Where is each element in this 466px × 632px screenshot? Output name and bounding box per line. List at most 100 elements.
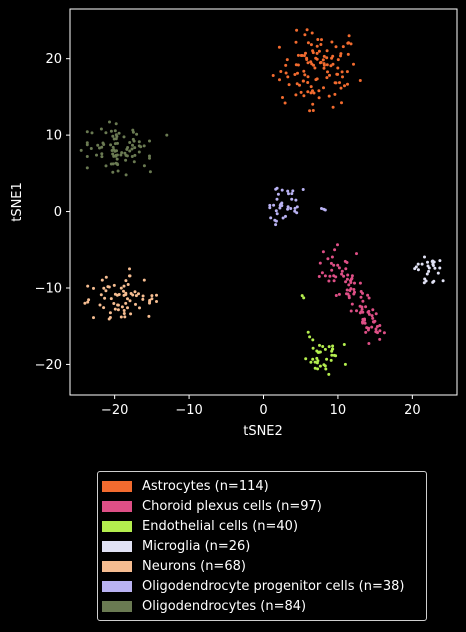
data-point (359, 310, 363, 314)
data-point (147, 314, 151, 318)
data-point (347, 41, 350, 45)
legend-label: Oligodendrocytes (n=84) (142, 598, 307, 614)
data-point (138, 306, 141, 310)
data-point (275, 212, 279, 216)
legend-label: Choroid plexus cells (n=97) (142, 498, 322, 514)
data-point (334, 45, 338, 49)
data-point (316, 359, 320, 363)
data-point (349, 42, 353, 46)
legend-item-neurons: Neurons (n=68) (102, 557, 246, 575)
data-point (334, 354, 338, 358)
data-point (99, 293, 103, 297)
legend-item-oligodendrocytes: Oligodendrocytes (n=84) (102, 597, 306, 615)
data-point (427, 266, 431, 270)
x-axis-label: tSNE2 (243, 424, 283, 439)
data-point (128, 299, 132, 303)
data-point (309, 360, 313, 364)
data-point (309, 60, 313, 64)
data-point (290, 192, 294, 196)
data-point (423, 277, 427, 281)
data-point (83, 301, 87, 305)
data-point (112, 154, 116, 158)
data-point (114, 122, 118, 126)
data-point (343, 259, 347, 263)
y-tick-label: 10 (45, 129, 62, 144)
data-point (142, 144, 146, 148)
data-point (315, 44, 319, 48)
data-point (343, 362, 347, 366)
data-point (96, 143, 100, 147)
legend-label: Astrocytes (n=114) (142, 478, 269, 494)
data-point (340, 101, 343, 105)
data-point (309, 91, 313, 95)
data-point (124, 291, 128, 295)
data-point (323, 208, 327, 212)
data-point (281, 96, 284, 99)
data-point (133, 153, 137, 157)
data-point (301, 188, 305, 191)
data-point (321, 58, 325, 62)
data-point (340, 272, 344, 276)
x-tick-label: −10 (175, 403, 202, 418)
legend-swatch (102, 520, 132, 532)
data-point (311, 102, 315, 106)
data-point (296, 53, 300, 57)
data-point (334, 294, 338, 297)
data-point (423, 255, 426, 259)
data-point (280, 201, 284, 205)
x-tick-label: 10 (330, 403, 347, 418)
legend-swatch (102, 560, 132, 572)
data-point (315, 356, 319, 360)
data-point (382, 331, 386, 335)
data-point (286, 207, 290, 211)
data-point (119, 153, 123, 157)
data-point (122, 284, 126, 288)
data-point (274, 223, 278, 227)
data-point (323, 364, 327, 368)
data-point (148, 139, 151, 143)
data-point (116, 141, 119, 145)
data-point (279, 70, 283, 73)
data-point (330, 255, 334, 259)
data-point (111, 134, 115, 138)
data-point (120, 305, 124, 309)
data-point (331, 54, 335, 58)
data-point (286, 189, 290, 193)
data-point (128, 267, 131, 271)
data-point (306, 61, 310, 65)
data-point (339, 86, 343, 90)
data-point (327, 372, 331, 376)
data-point (289, 207, 293, 210)
data-point (427, 269, 431, 273)
data-point (102, 286, 106, 290)
data-point (142, 278, 146, 282)
data-point (131, 128, 135, 132)
data-point (416, 268, 420, 272)
data-point (317, 49, 321, 53)
data-point (332, 279, 336, 283)
x-axis-ticks: −20 −10 0 10 20 (101, 395, 421, 418)
data-point (323, 274, 327, 278)
data-point (131, 143, 134, 147)
data-point (116, 303, 120, 307)
data-point (274, 209, 278, 213)
y-axis-ticks: −20 −10 0 10 20 (35, 52, 70, 373)
data-point (123, 315, 127, 319)
data-point (431, 280, 435, 284)
data-point (302, 69, 306, 73)
y-tick-label: 20 (45, 52, 62, 67)
data-point (284, 71, 288, 75)
data-point (283, 101, 287, 105)
y-tick-label: −10 (35, 281, 62, 296)
data-point (317, 89, 321, 93)
data-point (85, 155, 89, 158)
data-point (284, 63, 288, 67)
data-point (273, 218, 277, 222)
legend-swatch (102, 500, 132, 512)
data-point (100, 152, 104, 156)
data-point (113, 307, 117, 311)
data-point (350, 276, 354, 280)
data-point (320, 271, 324, 275)
data-point (304, 51, 307, 55)
data-point (325, 357, 329, 361)
